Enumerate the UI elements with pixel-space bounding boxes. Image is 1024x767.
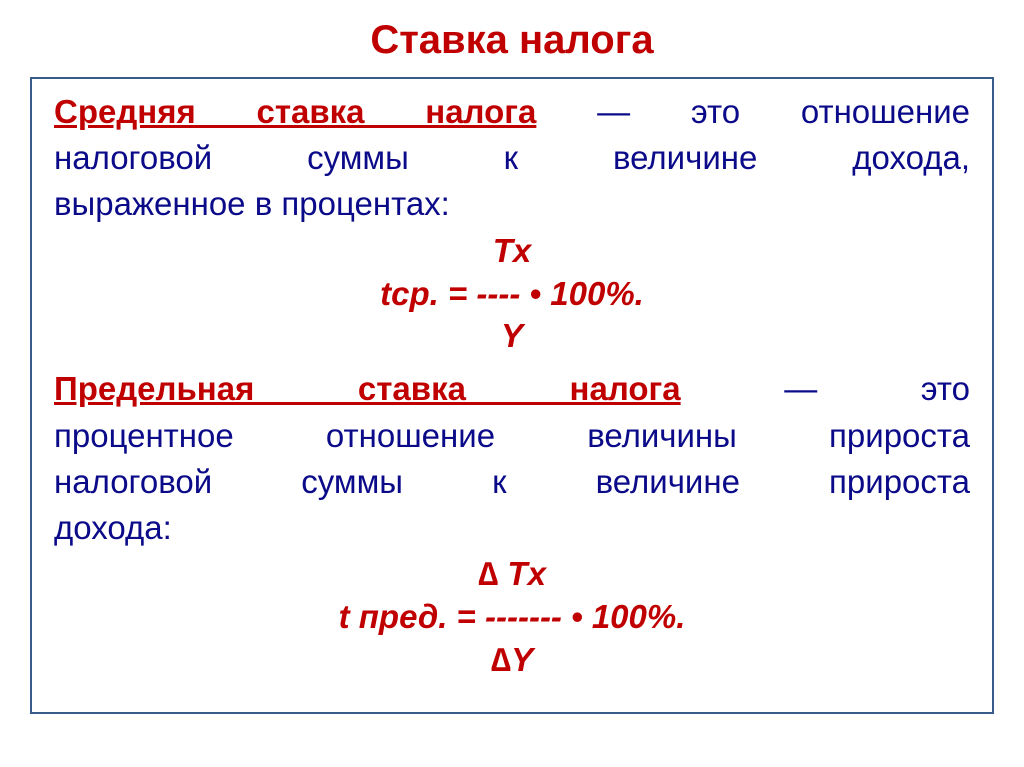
definition-marginal-line2: процентное отношение величины прироста xyxy=(54,415,970,457)
formula2-rhs: • 100%. xyxy=(562,598,685,635)
def2-rest1: — это xyxy=(681,370,970,407)
formula1-numerator: Tx xyxy=(54,230,970,273)
definition-marginal-line4: дохода: xyxy=(54,507,970,549)
formula1-rhs: • 100%. xyxy=(520,275,643,312)
content-box: Средняя ставка налога — это отношение на… xyxy=(30,77,994,714)
term-average: Средняя ставка налога xyxy=(54,93,536,130)
definition-average-line1: Средняя ставка налога — это отношение xyxy=(54,91,970,133)
formula2-dash: ------- xyxy=(485,598,562,635)
def1-rest1: — это отношение xyxy=(536,93,970,130)
definition-average-line3: выраженное в процентах: xyxy=(54,183,970,225)
formula2-denominator: ∆Y xyxy=(54,639,970,682)
definition-average-line2: налоговой суммы к величине дохода, xyxy=(54,137,970,179)
formula-marginal: ∆ Tx t пред. = ------- • 100%. ∆Y xyxy=(54,553,970,682)
definition-marginal-line1: Предельная ставка налога — это xyxy=(54,368,970,410)
definition-marginal-line3: налоговой суммы к величине прироста xyxy=(54,461,970,503)
formula1-main: tср. = ---- • 100%. xyxy=(54,273,970,316)
slide-title: Ставка налога xyxy=(30,18,994,63)
formula-average: Tx tср. = ---- • 100%. Y xyxy=(54,230,970,359)
formula1-lhs: tср. = xyxy=(380,275,476,312)
term-marginal: Предельная ставка налога xyxy=(54,370,681,407)
formula1-dash: ---- xyxy=(476,275,520,312)
formula1-denominator: Y xyxy=(54,315,970,358)
formula2-lhs: t пред. = xyxy=(339,598,485,635)
slide: Ставка налога Средняя ставка налога — эт… xyxy=(0,0,1024,767)
formula2-main: t пред. = ------- • 100%. xyxy=(54,596,970,639)
formula2-numerator: ∆ Tx xyxy=(54,553,970,596)
